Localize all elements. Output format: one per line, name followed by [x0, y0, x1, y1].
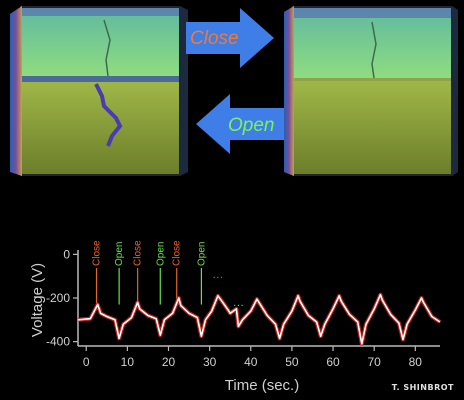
- voltage-chart: 0 10 20 30 40 50 60 70 800-200-400 Close Open Clos…: [29, 240, 442, 394]
- x-tick-label: 40: [244, 355, 258, 369]
- open-arrow: Open: [196, 94, 284, 154]
- annotation-label: Open: [114, 242, 125, 266]
- left-block-top-edge: [22, 8, 179, 16]
- left-block-side: [10, 6, 22, 176]
- left-block-gap: [22, 76, 179, 82]
- right-arrow-icon: [186, 8, 274, 68]
- x-tick-label: 20: [162, 355, 176, 369]
- right-block-right-face: [452, 6, 458, 176]
- x-tick-label: 30: [203, 355, 217, 369]
- x-tick-label: 70: [368, 355, 382, 369]
- annotation-ellipsis: ···: [212, 272, 223, 284]
- left-arrow-icon: [196, 94, 284, 154]
- right-block: [284, 6, 458, 176]
- x-tick-label: 50: [285, 355, 299, 369]
- left-block-crack: [94, 83, 123, 147]
- y-tick-label: 0: [63, 247, 70, 261]
- x-tick-label: 80: [409, 355, 423, 369]
- close-label: Close: [190, 28, 239, 49]
- annotation-label: Close: [92, 240, 103, 266]
- annotation-label: Close: [133, 240, 144, 266]
- annotation-ellipsis: ···: [233, 300, 244, 312]
- left-block-upper-layer: [22, 8, 179, 76]
- close-arrow: Close: [186, 8, 274, 68]
- x-axis-label: Time (sec.): [225, 377, 299, 394]
- x-tick-label: 10: [121, 355, 135, 369]
- left-block-upper-crack: [103, 19, 111, 77]
- scene-illustration: Close Open: [10, 6, 458, 176]
- right-block-upper-crack: [371, 21, 377, 79]
- x-tick-label: 0: [83, 355, 90, 369]
- chart-series: [77, 292, 442, 346]
- open-label: Open: [228, 115, 274, 136]
- y-tick-label: -400: [46, 335, 70, 349]
- voltage-series-line: [77, 293, 441, 345]
- right-block-top-edge: [294, 8, 451, 18]
- credit-text: T. SHINBROT: [391, 383, 454, 392]
- left-block: [10, 6, 188, 176]
- y-axis-label: Voltage (V): [29, 263, 46, 337]
- x-tick-label: 60: [326, 355, 340, 369]
- y-tick-label: -200: [46, 291, 70, 305]
- right-block-gap: [294, 78, 451, 81]
- right-block-side: [284, 6, 294, 176]
- annotation-label: Close: [172, 240, 183, 266]
- chart-annotations: Close Open Close Open Close Open ··· ···: [92, 240, 244, 312]
- annotation-label: Open: [196, 242, 207, 266]
- chart-axes: 0 10 20 30 40 50 60 70 80 0 -200 -400: [46, 247, 440, 369]
- right-block-lower-layer: [294, 80, 451, 174]
- annotation-label: Open: [155, 242, 166, 266]
